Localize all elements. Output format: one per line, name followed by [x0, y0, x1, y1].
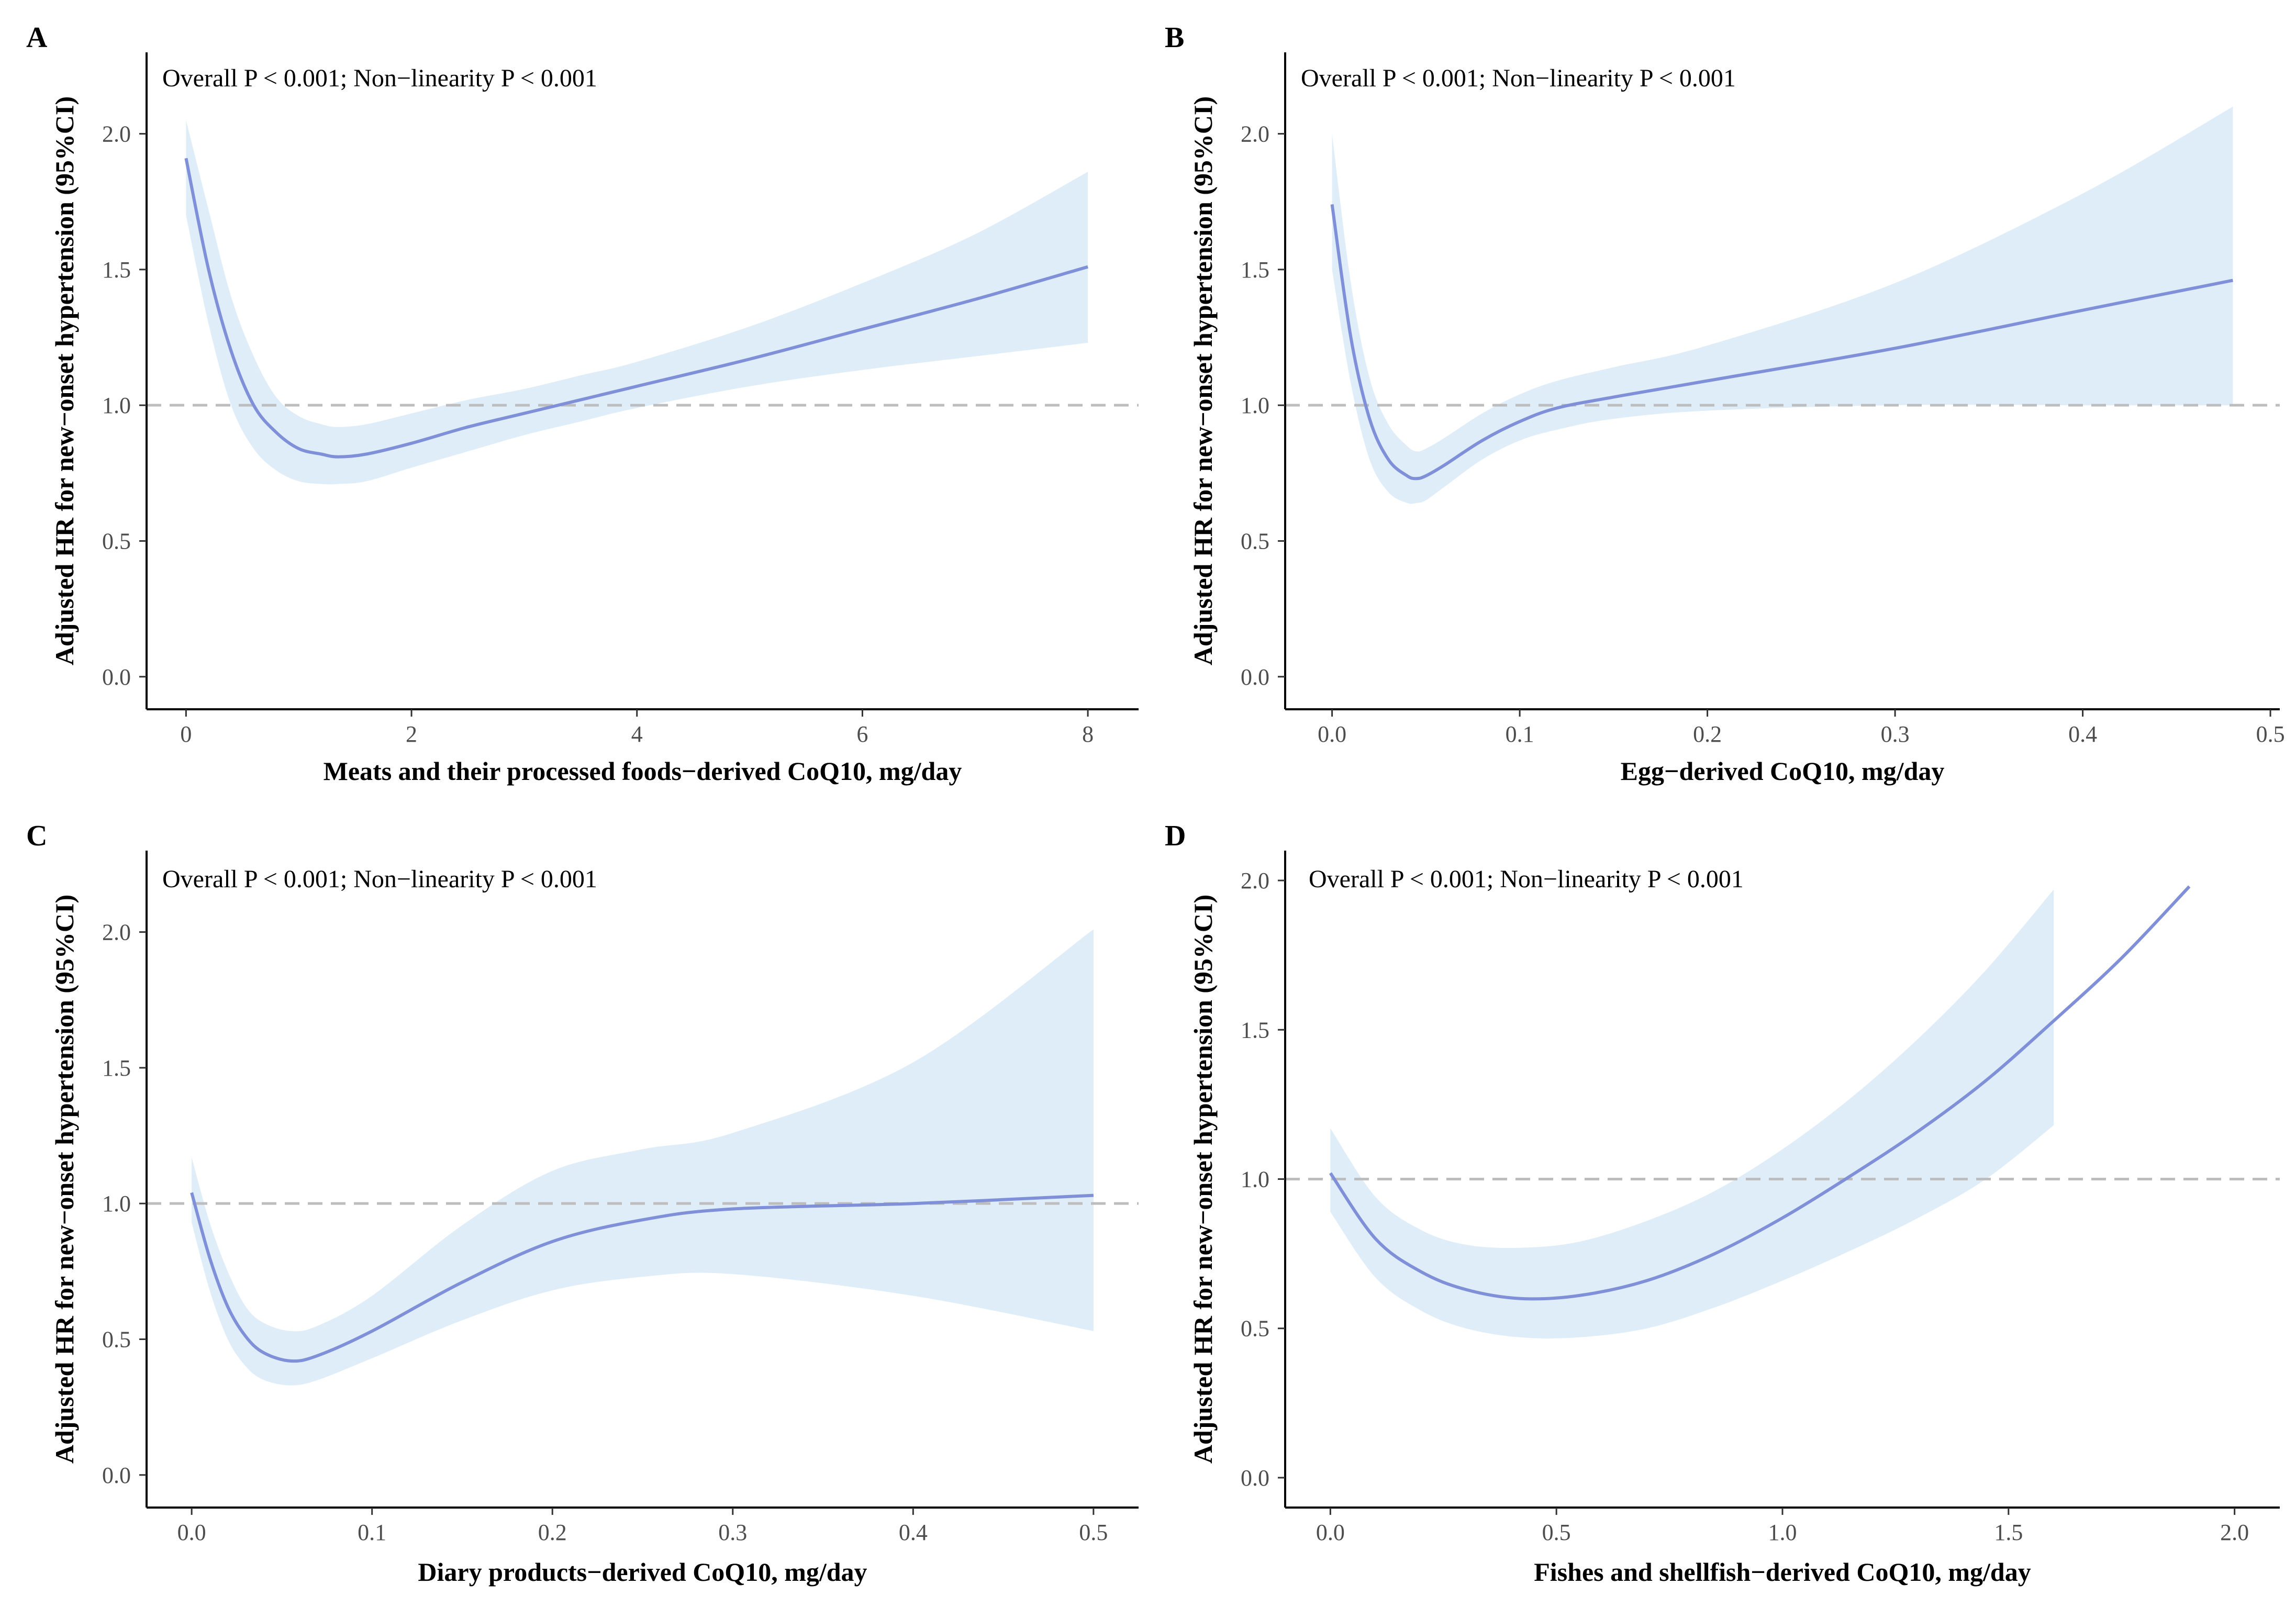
y-tick-label: 0.5 — [102, 1326, 131, 1352]
x-tick-label: 0.3 — [1881, 721, 1910, 747]
p-value-annotation: Overall P < 0.001; Non−linearity P < 0.0… — [1301, 64, 1736, 92]
x-tick-label: 6 — [856, 721, 868, 747]
x-tick-label: 0.2 — [538, 1520, 567, 1545]
panel-letter: D — [1165, 820, 1186, 852]
x-axis-title: Egg−derived CoQ10, mg/day — [1621, 756, 1945, 786]
p-value-annotation: Overall P < 0.001; Non−linearity P < 0.0… — [162, 865, 597, 893]
y-tick-label: 1.0 — [102, 1191, 131, 1217]
p-value-annotation: Overall P < 0.001; Non−linearity P < 0.0… — [1309, 865, 1744, 893]
x-tick-label: 0.4 — [2068, 721, 2097, 747]
x-tick-label: 1.0 — [1768, 1520, 1797, 1545]
x-axis-title: Diary products−derived CoQ10, mg/day — [418, 1557, 867, 1587]
y-tick-label: 0.0 — [102, 1463, 131, 1488]
x-tick-label: 2 — [406, 721, 417, 747]
panel-letter: A — [26, 21, 48, 54]
y-tick-label: 1.5 — [1241, 257, 1269, 283]
y-tick-label: 2.0 — [102, 920, 131, 945]
x-tick-label: 0.3 — [718, 1520, 747, 1545]
x-tick-label: 0.2 — [1693, 721, 1722, 747]
y-tick-label: 0.0 — [1241, 1465, 1269, 1491]
x-axis-title: Meats and their processed foods−derived … — [324, 756, 962, 786]
y-tick-label: 1.0 — [1241, 1167, 1269, 1192]
x-tick-label: 0.5 — [2256, 721, 2285, 747]
x-tick-label: 4 — [631, 721, 643, 747]
y-axis-title: Adjusted HR for new−onset hypertension (… — [50, 96, 79, 665]
y-tick-label: 1.0 — [1241, 393, 1269, 418]
y-axis-title: Adjusted HR for new−onset hypertension (… — [1188, 96, 1218, 665]
x-tick-label: 0.4 — [899, 1520, 928, 1545]
x-tick-label: 0.1 — [1506, 721, 1534, 747]
hr-curve — [1330, 204, 2233, 481]
y-tick-label: 0.5 — [102, 528, 131, 554]
y-tick-label: 2.0 — [1241, 121, 1269, 147]
ci-band — [186, 120, 1088, 485]
y-axis-title: Adjusted HR for new−onset hypertension (… — [50, 895, 79, 1464]
p-value-annotation: Overall P < 0.001; Non−linearity P < 0.0… — [162, 64, 597, 92]
x-tick-label: 0 — [180, 721, 192, 747]
x-tick-label: 0.5 — [1542, 1520, 1571, 1545]
y-tick-label: 1.5 — [1241, 1017, 1269, 1043]
ci-band — [1332, 106, 2233, 504]
panel-b: 0.0 0.5 1.0 1.5 2.0 0.0 0.1 0.2 0.3 0.4 0.5 B Overal… — [1165, 21, 2285, 786]
y-tick-label: 0.0 — [1241, 664, 1269, 690]
y-tick-label: 1.0 — [102, 393, 131, 418]
panel-letter: B — [1165, 21, 1184, 54]
y-tick-label: 0.5 — [1241, 528, 1269, 554]
x-tick-label: 0.1 — [358, 1520, 386, 1545]
hr-curve — [184, 158, 1088, 459]
x-tick-label: 8 — [1082, 721, 1094, 747]
panel-c: 0.0 0.5 1.0 1.5 2.0 0.0 0.1 0.2 0.3 0.4 0.5 C Overal… — [26, 820, 1139, 1587]
x-tick-label: 0.0 — [1316, 1520, 1345, 1545]
y-tick-label: 0.0 — [102, 664, 131, 690]
panel-letter: C — [26, 820, 47, 852]
ci-band — [192, 929, 1094, 1386]
x-axis-title: Fishes and shellfish−derived CoQ10, mg/d… — [1534, 1557, 2031, 1587]
panel-a: 0.0 0.5 1.0 1.5 2.0 0 2 4 6 8 A Overall P < 0.001; … — [26, 21, 1139, 786]
y-tick-label: 2.0 — [1241, 868, 1269, 894]
x-tick-label: 1.5 — [1994, 1520, 2023, 1545]
hr-curve — [190, 1192, 1094, 1363]
y-tick-label: 1.5 — [102, 1055, 131, 1081]
y-tick-label: 2.0 — [102, 121, 131, 147]
x-tick-label: 0.5 — [1079, 1520, 1108, 1545]
x-tick-label: 2.0 — [2220, 1520, 2249, 1545]
y-tick-label: 1.5 — [102, 257, 131, 283]
hr-curve — [1329, 885, 2191, 1301]
ci-band — [1330, 889, 2054, 1338]
x-tick-label: 0.0 — [177, 1520, 206, 1545]
panel-d: 0.0 0.5 1.0 1.5 2.0 0.0 0.5 1.0 1.5 2.0 D Overall P… — [1165, 820, 2280, 1587]
y-axis-title: Adjusted HR for new−onset hypertension (… — [1188, 895, 1218, 1464]
y-tick-label: 0.5 — [1241, 1316, 1269, 1342]
x-tick-label: 0.0 — [1318, 721, 1346, 747]
